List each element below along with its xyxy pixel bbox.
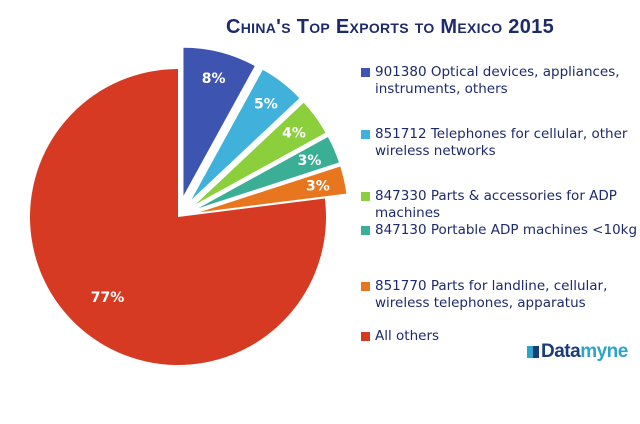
pie-slice: [199, 166, 347, 213]
pie-slice: [195, 102, 326, 205]
legend-swatch: [361, 332, 370, 341]
pie-slice: [191, 69, 300, 200]
slice-label: 3%: [306, 179, 330, 195]
slice-label: 3%: [298, 153, 322, 169]
legend-swatch: [361, 130, 370, 139]
pie-slice: [30, 69, 327, 365]
slice-label: 4%: [282, 126, 306, 142]
pie-chart: 8% 5%4% 3% 3% 77%: [30, 47, 347, 365]
legend-item: 901380 Optical devices, appliances, inst…: [361, 64, 640, 98]
legend-swatch: [361, 192, 370, 201]
logo-text-2: myne: [580, 341, 628, 362]
slice-label: 8%: [202, 71, 226, 87]
chart-title: China's Top Exports to Mexico 2015: [226, 16, 554, 38]
logo-icon: [527, 346, 539, 358]
legend-swatch: [361, 226, 370, 235]
legend-item: 851712 Telephones for cellular, other wi…: [361, 126, 640, 160]
legend-item: 847330 Parts & accessories for ADP machi…: [361, 188, 640, 222]
legend-label: 851712 Telephones for cellular, other wi…: [375, 126, 628, 159]
pie-slice: [198, 136, 339, 209]
legend-label: 847330 Parts & accessories for ADP machi…: [375, 188, 617, 221]
legend-item: 851770 Parts for landline, cellular, wir…: [361, 278, 640, 312]
legend-label: 851770 Parts for landline, cellular, wir…: [375, 278, 608, 311]
legend-swatch: [361, 68, 370, 77]
legend-swatch: [361, 282, 370, 291]
slice-label: 77%: [91, 290, 125, 306]
datamyne-logo: Datamyne: [527, 341, 628, 363]
pie-slice: [183, 47, 255, 196]
legend-label: 901380 Optical devices, appliances, inst…: [375, 64, 620, 97]
legend-label: 847130 Portable ADP machines <10kg: [375, 222, 638, 238]
slice-label: 5%: [254, 97, 278, 113]
legend-item: 847130 Portable ADP machines <10kg: [361, 222, 640, 239]
legend-label: All others: [375, 328, 440, 344]
legend-item: All others: [361, 328, 640, 345]
logo-text-1: Data: [541, 341, 581, 362]
